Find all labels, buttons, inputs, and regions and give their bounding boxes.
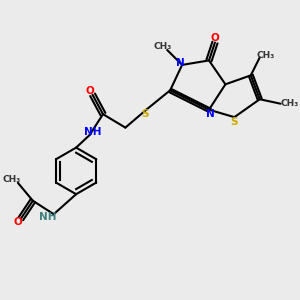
Text: S: S [141, 109, 148, 119]
Text: CH₃: CH₃ [256, 52, 275, 61]
Text: O: O [14, 217, 22, 227]
Text: S: S [231, 117, 238, 127]
Text: CH₃: CH₃ [154, 43, 172, 52]
Text: N: N [176, 58, 185, 68]
Text: O: O [85, 86, 94, 96]
Text: O: O [211, 33, 219, 43]
Text: NH: NH [84, 127, 101, 137]
Text: N: N [206, 109, 215, 119]
Text: CH₃: CH₃ [280, 99, 299, 108]
Text: NH: NH [39, 212, 56, 222]
Text: CH₃: CH₃ [3, 176, 21, 184]
